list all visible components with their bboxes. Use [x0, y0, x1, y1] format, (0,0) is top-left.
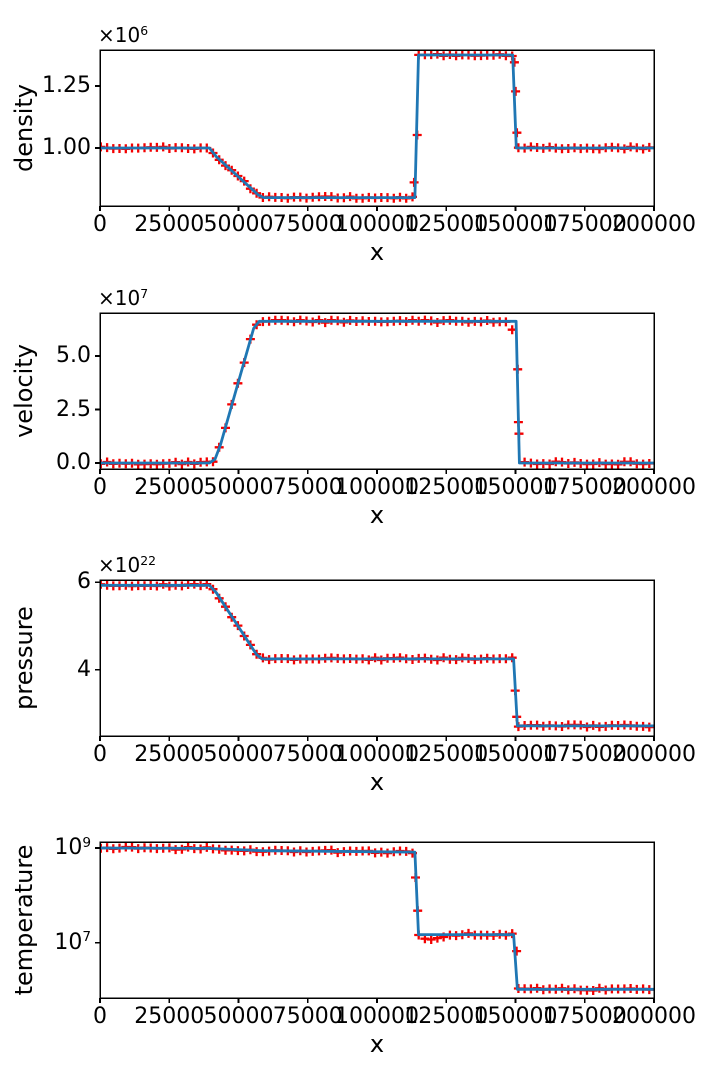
panel-pressure-plot [95, 579, 655, 741]
velocity-y-tick-label: 0.0 [56, 450, 91, 475]
velocity-tick-marks [95, 355, 655, 474]
x-tick-label: 50000 [203, 212, 274, 237]
pressure-marker-series [100, 580, 654, 732]
x-tick-label: 50000 [203, 1004, 274, 1029]
temperature-y-tick-label: 107 [54, 929, 91, 955]
x-tick-label: 25000 [134, 742, 205, 767]
x-tick-label: 200000 [612, 475, 696, 500]
x-tick-label: 0 [93, 742, 107, 767]
x-tick-label: 175000 [542, 212, 627, 237]
x-tick-label: 125000 [404, 212, 489, 237]
panel-velocity-plot [95, 312, 655, 474]
x-tick-label: 175000 [542, 1004, 627, 1029]
x-tick-label: 100000 [335, 742, 419, 767]
x-tick-label: 50000 [203, 742, 274, 767]
x-axis-label: x [369, 768, 385, 796]
density-scale-offset-label: ×106 [98, 23, 149, 47]
x-tick-label: 0 [93, 212, 107, 237]
x-tick-label: 75000 [272, 1004, 343, 1029]
velocity-axes-spines [99, 312, 655, 470]
velocity-axis-label: velocity [10, 344, 38, 438]
velocity-scale-offset-label: ×107 [98, 286, 149, 310]
density-tick-marks [95, 85, 655, 211]
x-tick-label: 125000 [404, 1004, 489, 1029]
x-axis-label: x [369, 1030, 385, 1058]
density-axes-spines [99, 49, 655, 207]
pressure-axis-label: pressure [10, 606, 38, 710]
pressure-line-series [100, 583, 654, 728]
x-tick-label: 175000 [542, 742, 627, 767]
x-tick-label: 200000 [612, 212, 696, 237]
x-axis-label: x [369, 238, 385, 266]
x-tick-label: 100000 [335, 1004, 419, 1029]
x-tick-label: 25000 [134, 212, 205, 237]
x-tick-label: 25000 [134, 475, 205, 500]
x-axis-label: x [369, 501, 385, 529]
density-y-tick-label: 1.25 [42, 72, 91, 98]
x-tick-label: 0 [93, 1004, 107, 1029]
x-tick-label: 125000 [404, 475, 489, 500]
x-tick-label: 100000 [335, 475, 419, 500]
density-y-tick-label: 1.00 [42, 134, 91, 160]
x-tick-label: 150000 [473, 475, 558, 500]
temperature-y-tick-label: 109 [54, 834, 91, 861]
temperature-line-series [100, 846, 654, 991]
x-tick-label: 200000 [612, 742, 696, 767]
temperature-marker-series [100, 842, 654, 995]
pressure-scale-offset-label: ×1022 [98, 553, 156, 577]
x-tick-label: 175000 [542, 475, 627, 500]
pressure-y-tick-label: 4 [77, 656, 91, 682]
x-tick-label: 150000 [473, 1004, 558, 1029]
x-tick-label: 50000 [203, 475, 274, 500]
x-tick-label: 75000 [272, 212, 343, 237]
density-line-series [100, 53, 654, 199]
x-tick-label: 200000 [612, 1004, 696, 1029]
x-tick-label: 75000 [272, 475, 343, 500]
panel-temperature-plot [95, 841, 655, 1003]
velocity-line-series [100, 319, 654, 465]
temperature-axes-spines [99, 841, 655, 999]
density-marker-series [100, 50, 654, 203]
x-tick-label: 75000 [272, 742, 343, 767]
x-tick-label: 25000 [134, 1004, 205, 1029]
velocity-y-tick-label: 5.0 [56, 343, 91, 368]
pressure-tick-marks [95, 581, 655, 741]
velocity-marker-series [100, 315, 654, 469]
temperature-tick-marks [95, 847, 655, 1003]
panel-density-plot [95, 49, 655, 211]
pressure-y-tick-label: 6 [77, 569, 91, 595]
x-tick-label: 125000 [404, 742, 489, 767]
x-tick-label: 150000 [473, 212, 558, 237]
temperature-axis-label: temperature [10, 844, 38, 996]
x-tick-label: 100000 [335, 212, 419, 237]
density-axis-label: density [10, 84, 38, 172]
x-tick-label: 150000 [473, 742, 558, 767]
x-tick-label: 0 [93, 475, 107, 500]
velocity-y-tick-label: 2.5 [56, 396, 91, 422]
